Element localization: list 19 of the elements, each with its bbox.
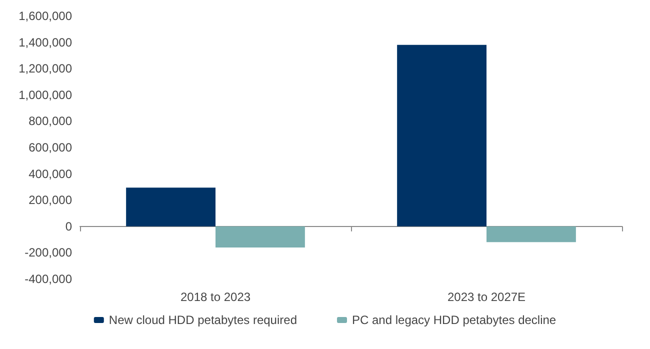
y-tick-label: 400,000 [28, 166, 72, 181]
y-tick-label: 0 [65, 219, 72, 234]
y-tick-label: 1,000,000 [18, 88, 72, 102]
x-tick-label: 2018 to 2023 [180, 290, 251, 304]
bar [486, 226, 576, 242]
y-tick-label: 600,000 [28, 140, 72, 154]
bar [126, 188, 216, 226]
y-tick-label: 1,200,000 [18, 62, 72, 76]
legend-label: New cloud HDD petabytes required [108, 313, 297, 327]
bar [397, 44, 486, 226]
y-tick-label: 1,600,000 [18, 9, 72, 23]
y-tick-label: 800,000 [28, 114, 72, 128]
y-tick-label: 1,400,000 [18, 35, 72, 50]
y-tick-label: -400,000 [24, 272, 72, 286]
bar [216, 226, 305, 248]
y-tick-label: 200,000 [28, 193, 72, 208]
x-tick-label: 2023 to 2027E [447, 290, 526, 304]
legend-label: PC and legacy HDD petabytes decline [352, 313, 556, 327]
y-tick-label: -200,000 [24, 246, 72, 260]
